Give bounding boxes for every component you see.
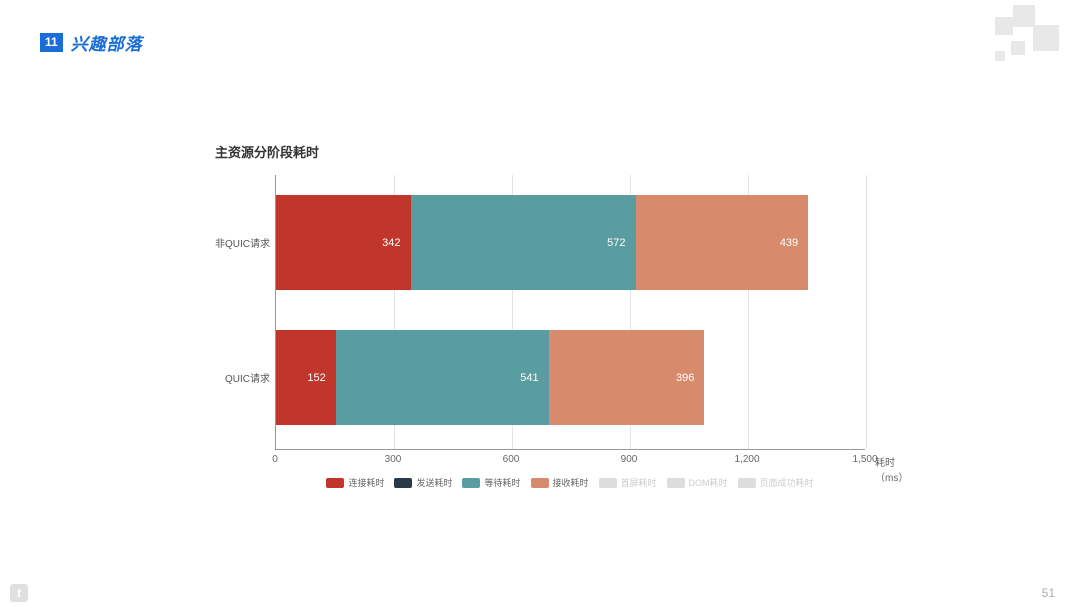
legend-swatch [667, 478, 685, 488]
legend-label: 接收耗时 [553, 476, 589, 489]
x-tick-label: 0 [272, 454, 278, 465]
x-tick-label: 300 [385, 454, 402, 465]
legend-swatch [394, 478, 412, 488]
bar-row: 152541396 [276, 330, 704, 425]
slide-header: 11 兴趣部落 [40, 30, 143, 55]
x-tick-label: 1,200 [734, 454, 759, 465]
x-tick-label: 600 [503, 454, 520, 465]
page-number: 51 [1042, 586, 1055, 600]
legend-swatch [599, 478, 617, 488]
bar-segment: 342 [276, 195, 411, 290]
x-tick-label: 1,500 [852, 454, 877, 465]
legend-item[interactable]: 连接耗时 [326, 476, 384, 489]
legend-item[interactable]: 接收耗时 [531, 476, 589, 489]
bar-segment: 541 [336, 330, 549, 425]
legend-swatch [326, 478, 344, 488]
legend-swatch [462, 478, 480, 488]
chart-plot-area: 342572439 152541396 [275, 175, 865, 450]
bar-segment: 396 [549, 330, 705, 425]
gridline [866, 175, 867, 449]
legend-swatch [531, 478, 549, 488]
corner-logo: t [10, 584, 28, 602]
legend-label: DOM耗时 [689, 476, 728, 489]
legend-item[interactable]: 首屏耗时 [599, 476, 657, 489]
header-title: 兴趣部落 [71, 30, 143, 55]
bar-row: 342572439 [276, 195, 808, 290]
x-axis-title: 耗时（ms） [875, 454, 908, 484]
bar-segment: 152 [276, 330, 336, 425]
x-axis-ticks: 耗时（ms） 03006009001,2001,500 [275, 450, 865, 466]
bar-segment: 572 [411, 195, 636, 290]
legend-label: 页面成功耗时 [760, 476, 814, 489]
y-axis-label-1: QUIC请求 [215, 370, 270, 385]
legend-label: 首屏耗时 [621, 476, 657, 489]
chart-container: 非QUIC请求 QUIC请求 342572439152541396 耗时（ms）… [215, 175, 855, 489]
header-badge: 11 [40, 33, 63, 52]
legend-label: 等待耗时 [484, 476, 520, 489]
x-tick-label: 900 [621, 454, 638, 465]
legend-item[interactable]: DOM耗时 [667, 476, 728, 489]
legend-label: 连接耗时 [348, 476, 384, 489]
decorative-pixels [965, 5, 1065, 65]
legend-label: 发送耗时 [416, 476, 452, 489]
y-axis-label-0: 非QUIC请求 [215, 235, 270, 250]
chart-title: 主资源分阶段耗时 [215, 142, 319, 161]
bar-segment: 439 [636, 195, 809, 290]
legend-item[interactable]: 发送耗时 [394, 476, 452, 489]
chart-legend: 连接耗时 发送耗时 等待耗时 接收耗时 首屏耗时 DOM耗时 页面成功耗时 [275, 476, 865, 489]
legend-swatch [738, 478, 756, 488]
legend-item[interactable]: 等待耗时 [462, 476, 520, 489]
legend-item[interactable]: 页面成功耗时 [738, 476, 814, 489]
